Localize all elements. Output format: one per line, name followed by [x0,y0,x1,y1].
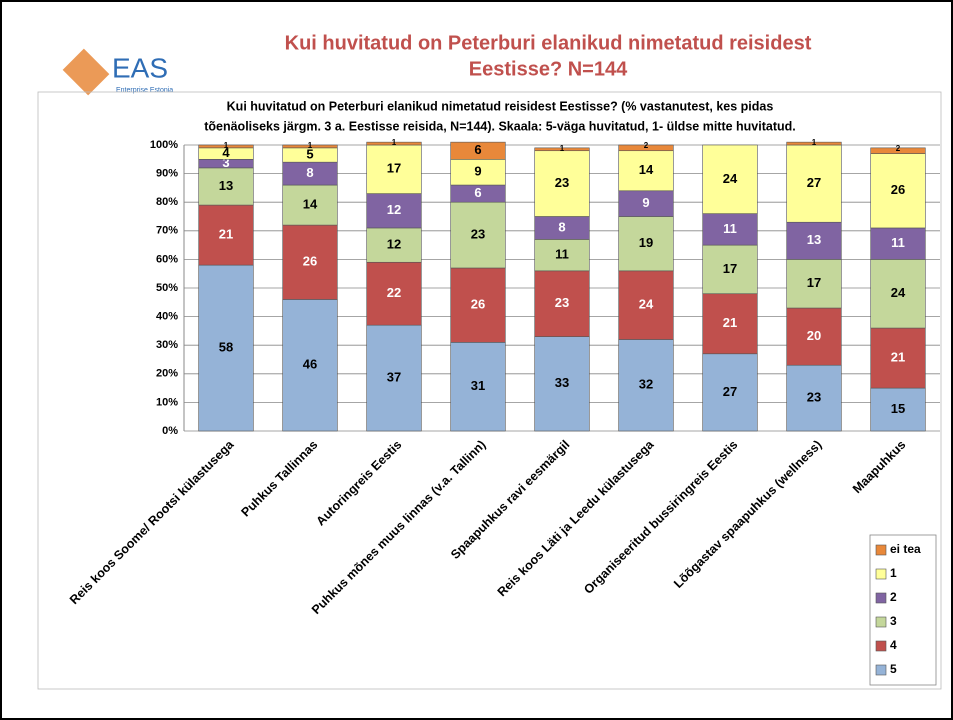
data-label: 14 [303,196,318,211]
data-label: 31 [471,378,485,393]
data-label: 24 [891,285,906,300]
data-label: 32 [639,377,653,392]
legend-label: 5 [890,662,897,676]
data-label: 19 [639,235,653,250]
data-label: 24 [723,171,738,186]
data-label: 9 [474,164,481,179]
data-label: 21 [219,227,233,242]
y-tick-label: 70% [156,225,178,237]
data-label: 8 [306,165,313,180]
data-label: 1 [812,138,817,147]
data-label: 1 [308,141,313,150]
legend-label: 1 [890,566,897,580]
y-tick-label: 40% [156,311,178,323]
data-label: 21 [723,315,737,330]
legend-label: 3 [890,614,897,628]
legend-box [870,535,936,685]
y-tick-label: 20% [156,368,178,380]
data-label: 58 [219,339,233,354]
logo-name: EAS [112,52,168,83]
y-tick-label: 50% [156,282,178,294]
slide-title: Eestisse? N=144 [469,58,628,80]
data-label: 24 [639,297,654,312]
data-label: 6 [474,142,481,157]
data-label: 1 [392,138,397,147]
data-label: 26 [891,182,905,197]
legend-label: 2 [890,590,897,604]
y-tick-label: 80% [156,196,178,208]
data-label: 11 [723,221,737,236]
data-label: 33 [555,375,569,390]
data-label: 23 [555,295,569,310]
y-tick-label: 60% [156,253,178,265]
data-label: 14 [639,162,654,177]
legend-swatch [876,545,886,555]
data-label: 1 [224,141,229,150]
y-tick-label: 90% [156,168,178,180]
data-label: 27 [807,175,821,190]
data-label: 8 [558,219,565,234]
data-label: 17 [723,261,737,276]
data-label: 2 [644,141,649,150]
data-label: 11 [891,235,905,250]
legend-swatch [876,569,886,579]
data-label: 20 [807,328,821,343]
data-label: 46 [303,357,317,372]
data-label: 26 [471,297,485,312]
data-label: 17 [807,275,821,290]
data-label: 9 [642,195,649,210]
legend-swatch [876,665,886,675]
data-label: 13 [219,178,233,193]
y-tick-label: 100% [150,139,178,151]
data-label: 12 [387,237,401,252]
legend-swatch [876,593,886,603]
legend-swatch [876,617,886,627]
data-label: 15 [891,401,905,416]
data-label: 21 [891,350,905,365]
data-label: 17 [387,161,401,176]
data-label: 11 [555,247,569,262]
data-label: 37 [387,370,401,385]
data-label: 23 [555,175,569,190]
legend-label: 4 [890,638,897,652]
legend-label: ei tea [890,542,921,556]
y-tick-label: 10% [156,396,178,408]
legend-swatch [876,641,886,651]
data-label: 13 [807,232,821,247]
data-label: 6 [474,185,481,200]
data-label: 23 [807,390,821,405]
data-label: 12 [387,202,401,217]
y-tick-label: 30% [156,339,178,351]
y-tick-label: 0% [162,425,178,437]
data-label: 2 [896,144,901,153]
data-label: 23 [471,227,485,242]
data-label: 1 [560,144,565,153]
chart-title: tõenäoliseks järgm. 3 a. Eestisse reisid… [204,119,796,133]
logo-tagline: Enterprise Estonia [116,87,173,94]
data-label: 26 [303,254,317,269]
chart-title: Kui huvitatud on Peterburi elanikud nime… [227,99,774,113]
data-label: 27 [723,384,737,399]
slide: EAS Enterprise Estonia Kui huvitatud on … [0,0,953,720]
slide-title: Kui huvitatud on Peterburi elanikud nime… [285,32,812,54]
data-label: 22 [387,285,401,300]
